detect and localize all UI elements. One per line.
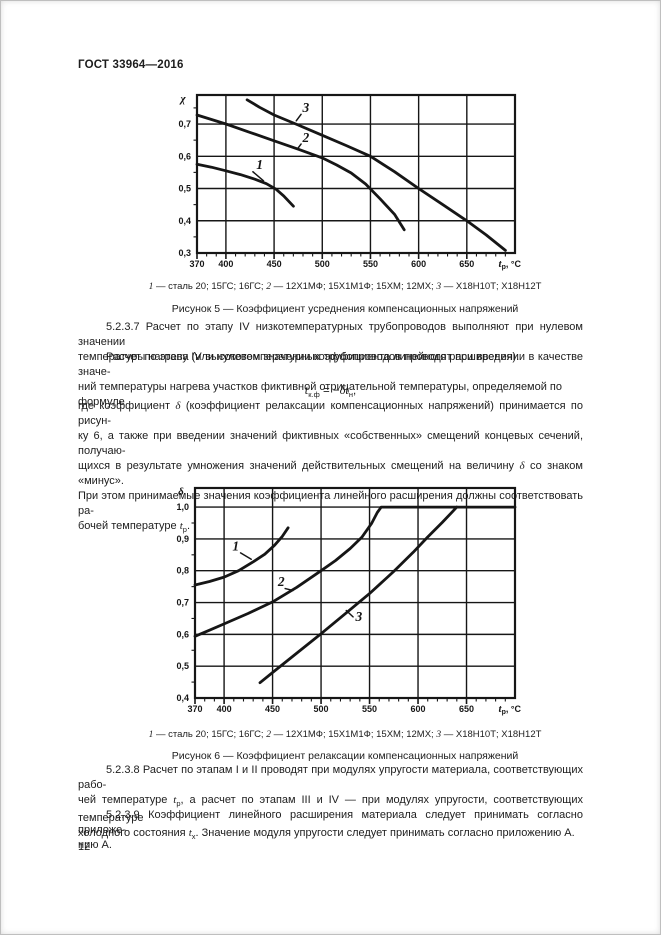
paragraph-5-2-3-9: 5.2.3.9 Коэффициент линейного расширения… <box>78 809 583 851</box>
paragraph-etap-iv: Расчет по этапу IV высокотемпературных т… <box>78 351 583 408</box>
figure6-caption: Рисунок 6 — Коэффициент релаксации компе… <box>171 750 519 762</box>
svg-text:tр, °С: tр, °С <box>499 703 522 716</box>
svg-text:0,7: 0,7 <box>176 598 189 608</box>
svg-text:400: 400 <box>217 704 232 714</box>
svg-text:370: 370 <box>187 704 202 714</box>
figure5-chart: 370 400 450 500 550 600 650 0,7 0,6 0,5 0,4 0,3 χ tр,… <box>178 93 522 271</box>
page-header: ГОСТ 33964—2016 <box>78 59 184 71</box>
svg-text:1: 1 <box>256 157 263 172</box>
svg-text:400: 400 <box>218 259 233 269</box>
page-number: 12 <box>78 841 91 853</box>
svg-text:0,4: 0,4 <box>176 693 189 703</box>
svg-text:450: 450 <box>265 704 280 714</box>
svg-text:0,4: 0,4 <box>178 216 191 226</box>
figure6-legend: 1 — сталь 20; 15ГС; 16ГС; 2 — 12Х1МФ; 15… <box>148 729 542 740</box>
svg-text:1,0: 1,0 <box>176 502 189 512</box>
svg-text:2: 2 <box>302 130 310 145</box>
svg-text:0,5: 0,5 <box>176 661 189 671</box>
svg-text:450: 450 <box>267 259 282 269</box>
paragraph-5-2-3-7: 5.2.3.7 Расчет по этапу IV низкотемперат… <box>78 321 583 363</box>
paragraph-5-2-3-8: 5.2.3.8 Расчет по этапам I и II проводят… <box>78 764 584 841</box>
formula: tк.ф = −δtн, <box>304 383 357 399</box>
svg-text:χ: χ <box>178 93 186 105</box>
svg-text:0,8: 0,8 <box>176 566 189 576</box>
svg-text:550: 550 <box>363 259 378 269</box>
svg-text:500: 500 <box>315 259 330 269</box>
svg-text:3: 3 <box>302 100 310 115</box>
svg-text:0,6: 0,6 <box>176 629 189 639</box>
svg-text:600: 600 <box>411 259 426 269</box>
svg-text:550: 550 <box>362 704 377 714</box>
svg-text:δ: δ <box>178 486 184 498</box>
svg-text:0,9: 0,9 <box>176 534 189 544</box>
svg-text:1: 1 <box>232 538 239 553</box>
svg-text:2: 2 <box>277 574 285 589</box>
svg-text:600: 600 <box>411 704 426 714</box>
svg-text:0,7: 0,7 <box>178 119 191 129</box>
svg-text:0,3: 0,3 <box>178 248 191 258</box>
svg-text:tр, °С: tр, °С <box>499 258 522 271</box>
figure5-legend: 1 — сталь 20; 15ГС; 16ГС; 2 — 12Х1МФ; 15… <box>148 281 542 292</box>
svg-text:3: 3 <box>355 609 363 624</box>
svg-text:500: 500 <box>314 704 329 714</box>
figure5-caption: Рисунок 5 — Коэффициент усреднения компе… <box>171 303 519 315</box>
svg-text:370: 370 <box>189 259 204 269</box>
svg-text:0,6: 0,6 <box>178 151 191 161</box>
figure6-chart: 370 400 450 500 550 600 650 1,0 0,9 0,8 0,7 0,6 0,5 0… <box>176 486 522 716</box>
svg-text:650: 650 <box>459 259 474 269</box>
paragraph-gde: где коэффициент δ (коэффициент релаксаци… <box>78 400 583 534</box>
svg-text:0,5: 0,5 <box>178 184 191 194</box>
svg-text:650: 650 <box>459 704 474 714</box>
